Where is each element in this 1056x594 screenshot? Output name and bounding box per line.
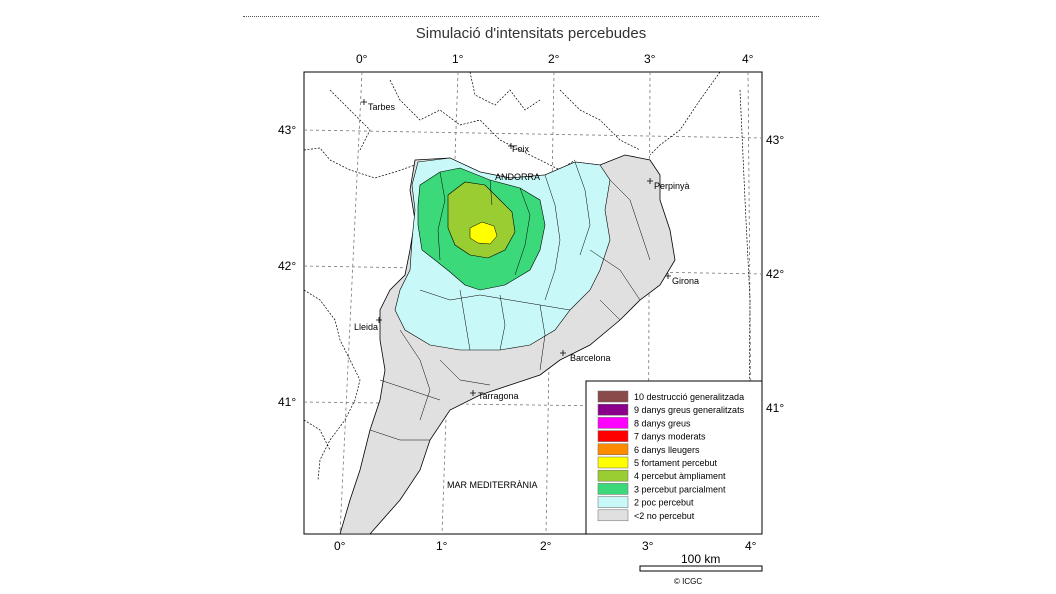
legend-swatch (597, 430, 629, 442)
legend-label: 4 percebut àmpliament (634, 471, 726, 481)
lon-top-3: 3° (644, 52, 656, 66)
legend-label: 7 danys moderats (634, 432, 706, 442)
legend-swatch (597, 390, 629, 403)
legend-label: 8 danys greus (634, 418, 691, 428)
legend-label: 2 poc percebut (634, 498, 694, 508)
scale-bar-box (639, 565, 763, 572)
lat-right-43: 43° (766, 133, 784, 147)
label-foix: Foix (512, 144, 530, 154)
map-title: Simulació d'intensitats percebudes (415, 25, 647, 42)
lon-top-4: 4° (742, 52, 754, 66)
lat-left-41: 41° (278, 395, 296, 409)
lat-left-42: 42° (278, 259, 296, 273)
lon-bottom-2: 2° (540, 539, 552, 553)
lon-bottom-4: 4° (745, 539, 757, 553)
lon-top-1: 1° (452, 52, 464, 66)
legend-label: 5 fortament percebut (634, 458, 718, 468)
legend-swatch (597, 496, 629, 508)
legend-swatch (597, 417, 629, 429)
label-sea: MAR MEDITERRÀNIA (447, 480, 538, 490)
legend: 10 destrucció generalitzada 9 danys greus… (585, 380, 763, 535)
label-tarbes: Tarbes (368, 102, 396, 112)
label-perpinya: Perpinyà (654, 181, 690, 191)
lat-left-43: 43° (278, 123, 296, 137)
legend-swatch (597, 483, 629, 495)
label-lleida: Lleida (354, 322, 378, 332)
label-girona: Girona (672, 276, 699, 286)
lon-bottom-3: 3° (642, 539, 654, 553)
legend-swatch (597, 403, 629, 416)
label-andorra: ANDORRA (495, 172, 540, 182)
legend-swatch (597, 509, 629, 522)
legend-label: 6 danys lleugers (634, 445, 700, 455)
legend-label: 10 destrucció generalitzada (634, 392, 744, 402)
legend-label: <2 no percebut (634, 511, 695, 521)
label-tarragona: Tarragona (478, 391, 519, 401)
legend-swatch (597, 469, 629, 482)
label-barcelona: Barcelona (570, 353, 611, 363)
place-markers (361, 99, 671, 396)
legend-swatch (597, 443, 629, 456)
scale-bar-label: 100 km (681, 552, 720, 566)
legend-label: 3 percebut parcialment (634, 484, 726, 494)
lat-right-41: 41° (766, 401, 784, 415)
scale-bar: 100 km © ICGC (639, 552, 763, 586)
region-intensity-5 (469, 221, 498, 245)
credit-text: © ICGC (674, 577, 702, 586)
lon-top-2: 2° (548, 52, 560, 66)
region-intensity-4 (447, 181, 516, 259)
lon-bottom-0: 0° (334, 539, 346, 553)
top-dotted-rule (243, 16, 819, 17)
comarca-boundaries (369, 161, 651, 441)
lon-bottom-1: 1° (436, 539, 448, 553)
lat-right-42: 42° (766, 267, 784, 281)
legend-label: 9 danys greus generalitzats (634, 405, 745, 415)
lon-top-0: 0° (356, 52, 368, 66)
legend-swatch (597, 456, 629, 469)
